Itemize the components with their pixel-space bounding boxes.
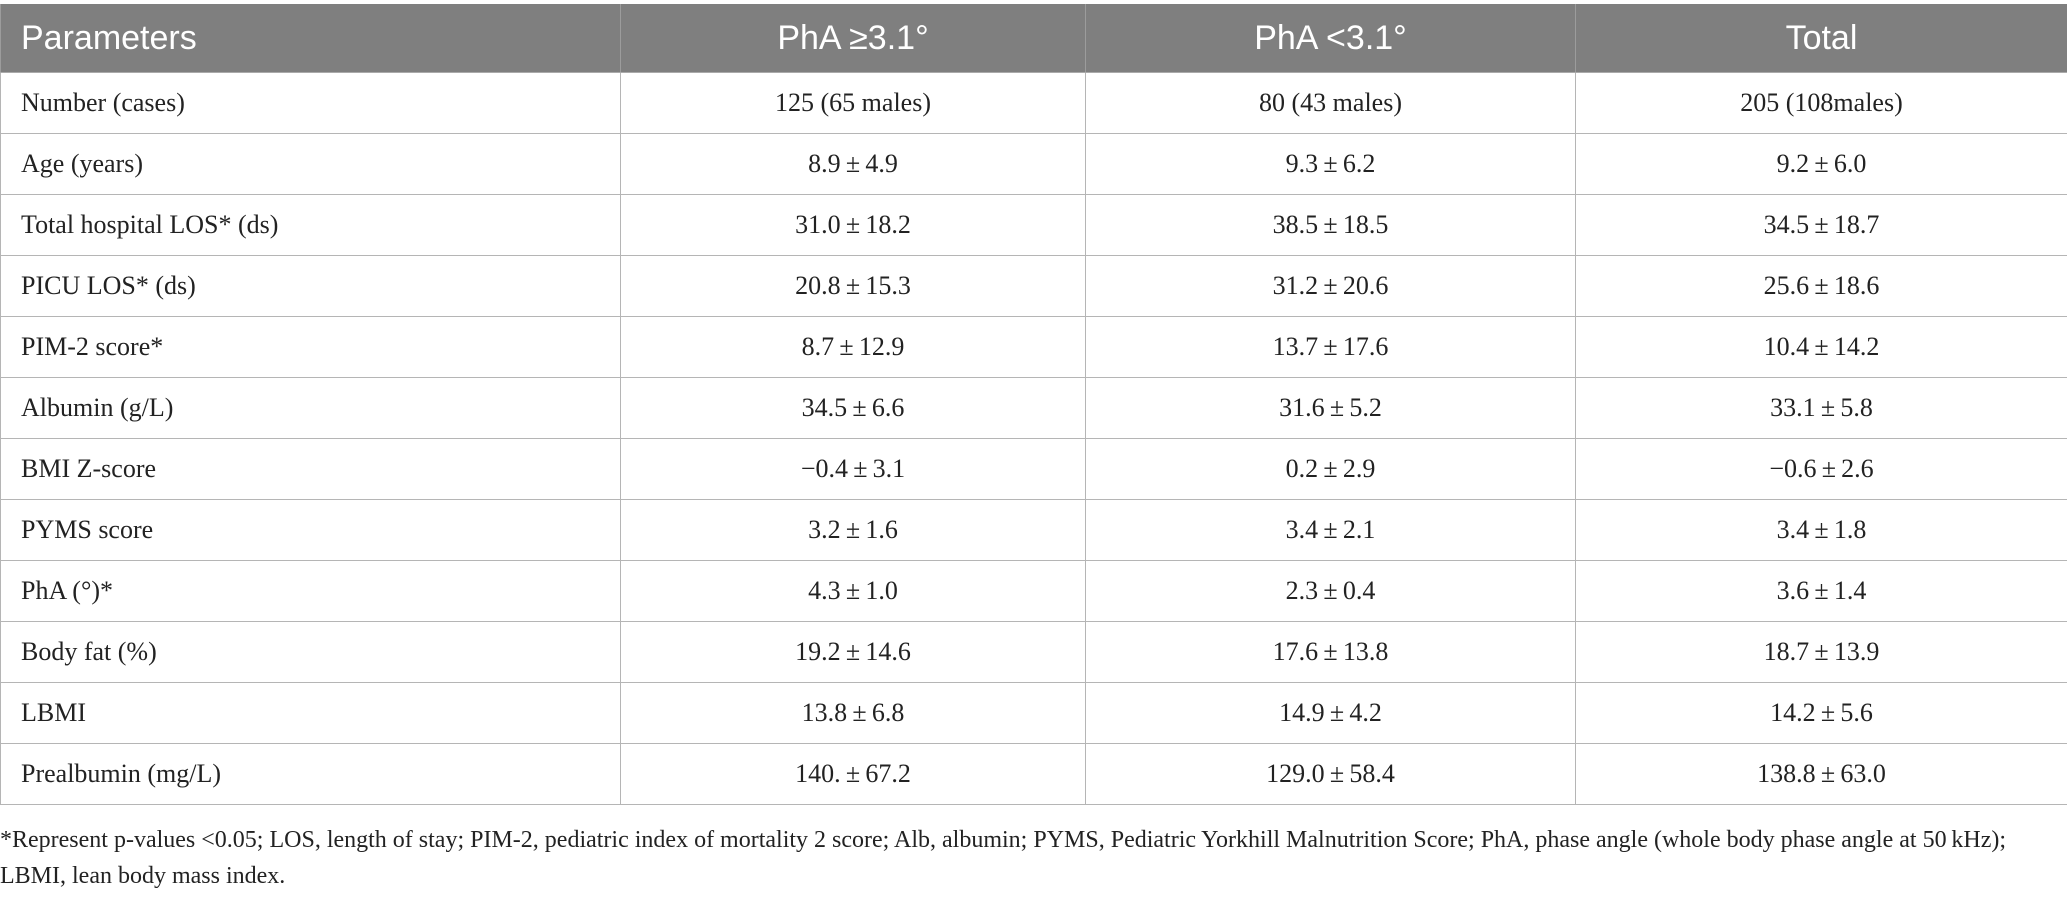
header-pha-high: PhA ≥3.1° bbox=[620, 4, 1086, 73]
table-row: PIM-2 score* 8.7 ± 12.9 13.7 ± 17.6 10.4… bbox=[0, 316, 2067, 378]
cell-pha-low: 0.2 ± 2.9 bbox=[1085, 438, 1576, 500]
cell-pha-high: 140. ± 67.2 bbox=[620, 743, 1086, 805]
row-label: Total hospital LOS* (ds) bbox=[0, 194, 621, 256]
cell-total: 3.4 ± 1.8 bbox=[1575, 499, 2067, 561]
header-parameters: Parameters bbox=[0, 4, 621, 73]
cell-pha-low: 3.4 ± 2.1 bbox=[1085, 499, 1576, 561]
row-label: LBMI bbox=[0, 682, 621, 744]
table-row: PICU LOS* (ds) 20.8 ± 15.3 31.2 ± 20.6 2… bbox=[0, 255, 2067, 317]
cell-total: 33.1 ± 5.8 bbox=[1575, 377, 2067, 439]
table-row: Age (years) 8.9 ± 4.9 9.3 ± 6.2 9.2 ± 6.… bbox=[0, 133, 2067, 195]
table-row: PYMS score 3.2 ± 1.6 3.4 ± 2.1 3.4 ± 1.8 bbox=[0, 499, 2067, 561]
table-row: BMI Z-score −0.4 ± 3.1 0.2 ± 2.9 −0.6 ± … bbox=[0, 438, 2067, 500]
cell-pha-low: 80 (43 males) bbox=[1085, 72, 1576, 134]
table-row: Prealbumin (mg/L) 140. ± 67.2 129.0 ± 58… bbox=[0, 743, 2067, 805]
cell-pha-high: 8.9 ± 4.9 bbox=[620, 133, 1086, 195]
cell-pha-low: 31.2 ± 20.6 bbox=[1085, 255, 1576, 317]
cell-pha-low: 9.3 ± 6.2 bbox=[1085, 133, 1576, 195]
cell-total: 205 (108males) bbox=[1575, 72, 2067, 134]
table-row: Body fat (%) 19.2 ± 14.6 17.6 ± 13.8 18.… bbox=[0, 621, 2067, 683]
row-label: PhA (°)* bbox=[0, 560, 621, 622]
header-total: Total bbox=[1575, 4, 2067, 73]
row-label: Prealbumin (mg/L) bbox=[0, 743, 621, 805]
parameters-table: Parameters PhA ≥3.1° PhA <3.1° Total Num… bbox=[0, 4, 2067, 805]
row-label: PYMS score bbox=[0, 499, 621, 561]
cell-pha-high: 31.0 ± 18.2 bbox=[620, 194, 1086, 256]
cell-pha-low: 31.6 ± 5.2 bbox=[1085, 377, 1576, 439]
row-label: PICU LOS* (ds) bbox=[0, 255, 621, 317]
row-label: BMI Z-score bbox=[0, 438, 621, 500]
cell-total: 14.2 ± 5.6 bbox=[1575, 682, 2067, 744]
header-pha-low: PhA <3.1° bbox=[1085, 4, 1576, 73]
row-label: Body fat (%) bbox=[0, 621, 621, 683]
table-header-row: Parameters PhA ≥3.1° PhA <3.1° Total bbox=[0, 4, 2067, 73]
cell-pha-high: 34.5 ± 6.6 bbox=[620, 377, 1086, 439]
cell-total: 138.8 ± 63.0 bbox=[1575, 743, 2067, 805]
table-row: Total hospital LOS* (ds) 31.0 ± 18.2 38.… bbox=[0, 194, 2067, 256]
cell-total: 9.2 ± 6.0 bbox=[1575, 133, 2067, 195]
cell-pha-high: 13.8 ± 6.8 bbox=[620, 682, 1086, 744]
cell-pha-high: 3.2 ± 1.6 bbox=[620, 499, 1086, 561]
row-label: PIM-2 score* bbox=[0, 316, 621, 378]
cell-total: 25.6 ± 18.6 bbox=[1575, 255, 2067, 317]
cell-total: 18.7 ± 13.9 bbox=[1575, 621, 2067, 683]
cell-pha-low: 13.7 ± 17.6 bbox=[1085, 316, 1576, 378]
cell-pha-high: −0.4 ± 3.1 bbox=[620, 438, 1086, 500]
cell-total: −0.6 ± 2.6 bbox=[1575, 438, 2067, 500]
table-row: Albumin (g/L) 34.5 ± 6.6 31.6 ± 5.2 33.1… bbox=[0, 377, 2067, 439]
table-row: LBMI 13.8 ± 6.8 14.9 ± 4.2 14.2 ± 5.6 bbox=[0, 682, 2067, 744]
cell-total: 3.6 ± 1.4 bbox=[1575, 560, 2067, 622]
cell-pha-high: 125 (65 males) bbox=[620, 72, 1086, 134]
cell-total: 34.5 ± 18.7 bbox=[1575, 194, 2067, 256]
table-container: Parameters PhA ≥3.1° PhA <3.1° Total Num… bbox=[0, 4, 2067, 805]
cell-pha-low: 14.9 ± 4.2 bbox=[1085, 682, 1576, 744]
cell-pha-low: 2.3 ± 0.4 bbox=[1085, 560, 1576, 622]
cell-pha-high: 8.7 ± 12.9 bbox=[620, 316, 1086, 378]
row-label: Albumin (g/L) bbox=[0, 377, 621, 439]
row-label: Age (years) bbox=[0, 133, 621, 195]
row-label: Number (cases) bbox=[0, 72, 621, 134]
table-row: PhA (°)* 4.3 ± 1.0 2.3 ± 0.4 3.6 ± 1.4 bbox=[0, 560, 2067, 622]
cell-pha-low: 17.6 ± 13.8 bbox=[1085, 621, 1576, 683]
cell-total: 10.4 ± 14.2 bbox=[1575, 316, 2067, 378]
table-footnote: *Represent p-values <0.05; LOS, length o… bbox=[0, 827, 2007, 889]
cell-pha-low: 129.0 ± 58.4 bbox=[1085, 743, 1576, 805]
cell-pha-high: 4.3 ± 1.0 bbox=[620, 560, 1086, 622]
cell-pha-low: 38.5 ± 18.5 bbox=[1085, 194, 1576, 256]
cell-pha-high: 20.8 ± 15.3 bbox=[620, 255, 1086, 317]
table-row: Number (cases) 125 (65 males) 80 (43 mal… bbox=[0, 72, 2067, 134]
cell-pha-high: 19.2 ± 14.6 bbox=[620, 621, 1086, 683]
